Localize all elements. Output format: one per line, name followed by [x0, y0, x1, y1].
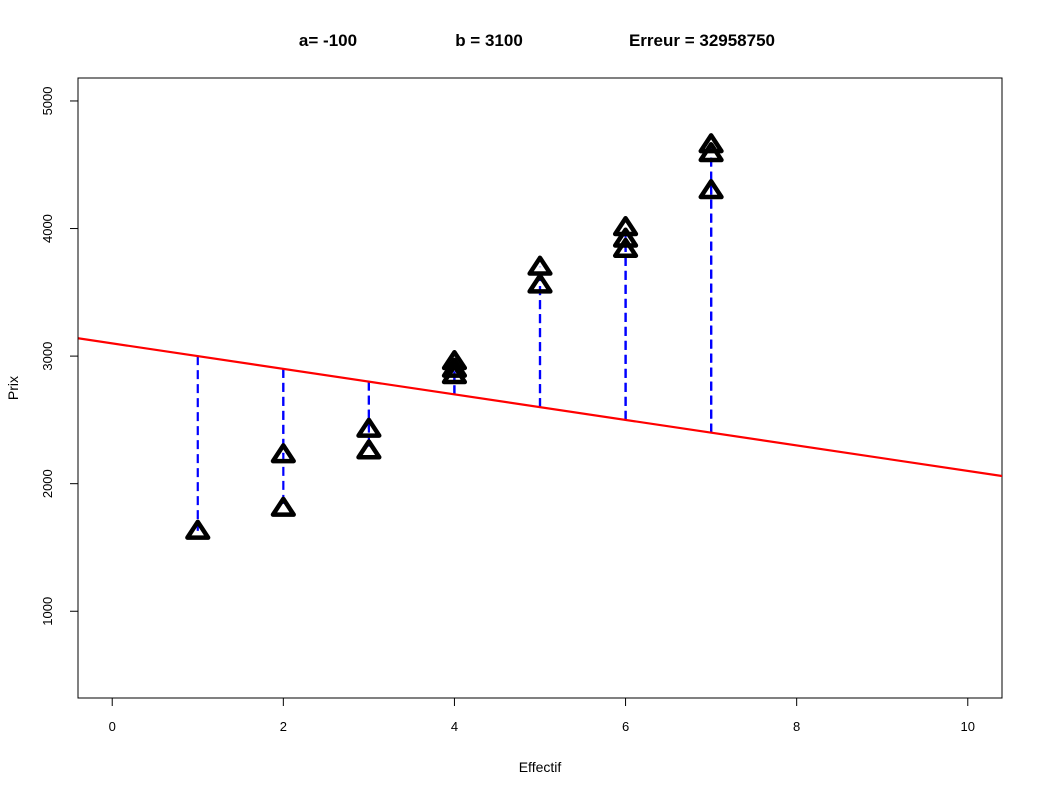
title-b: b = 3100 — [455, 31, 523, 50]
x-axis: 0 2 4 6 8 10 — [109, 697, 975, 734]
x-tick-label: 0 — [109, 719, 116, 734]
data-point — [356, 439, 382, 460]
data-point — [527, 255, 553, 276]
y-axis-label: Prix — [5, 376, 21, 400]
data-point — [270, 443, 296, 464]
y-tick-label: 4000 — [40, 214, 55, 243]
data-point — [698, 133, 724, 154]
data-point — [270, 496, 296, 517]
x-tick-label: 4 — [451, 719, 458, 734]
data-point — [185, 519, 211, 540]
y-axis: 1000 2000 3000 4000 5000 — [40, 87, 79, 626]
x-tick-label: 8 — [793, 719, 800, 734]
y-tick-label: 3000 — [40, 342, 55, 371]
data-point — [527, 273, 553, 294]
regression-layer — [78, 337, 1002, 478]
data-point — [612, 237, 639, 258]
x-tick-label: 10 — [961, 719, 975, 734]
y-tick-label: 1000 — [40, 597, 55, 626]
y-tick-label: 2000 — [40, 469, 55, 498]
data-point — [441, 349, 468, 371]
points-layer — [185, 133, 724, 540]
data-point — [356, 417, 382, 438]
regression-line — [78, 337, 1002, 478]
y-tick-label: 5000 — [40, 87, 55, 116]
title-error: Erreur = 32958750 — [629, 31, 775, 50]
data-point — [698, 179, 724, 200]
data-point — [612, 216, 639, 237]
x-axis-label: Effectif — [519, 759, 562, 775]
residuals-layer — [196, 144, 713, 531]
title-a: a= -100 — [299, 31, 357, 50]
x-tick-label: 6 — [622, 719, 629, 734]
x-tick-label: 2 — [280, 719, 287, 734]
data-point — [612, 227, 639, 248]
